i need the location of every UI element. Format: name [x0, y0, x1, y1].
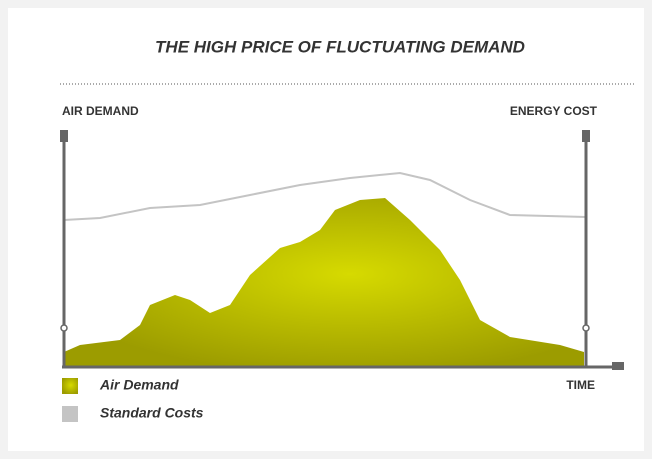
axis-marker: [60, 324, 68, 332]
right-axis-label: ENERGY COST: [510, 104, 598, 118]
legend-swatch: [62, 378, 78, 394]
legend-swatch: [62, 406, 78, 422]
standard-costs-line: [63, 171, 587, 221]
bottom-axis-label: TIME: [566, 378, 595, 392]
title: THE HIGH PRICE OF FLUCTUATING DEMAND: [155, 37, 525, 56]
left-axis-label: AIR DEMAND: [62, 104, 139, 118]
axis-marker: [582, 324, 590, 332]
legend-label: Air Demand: [99, 377, 179, 393]
legend-label: Standard Costs: [100, 405, 204, 421]
air-demand-area: [64, 198, 584, 367]
